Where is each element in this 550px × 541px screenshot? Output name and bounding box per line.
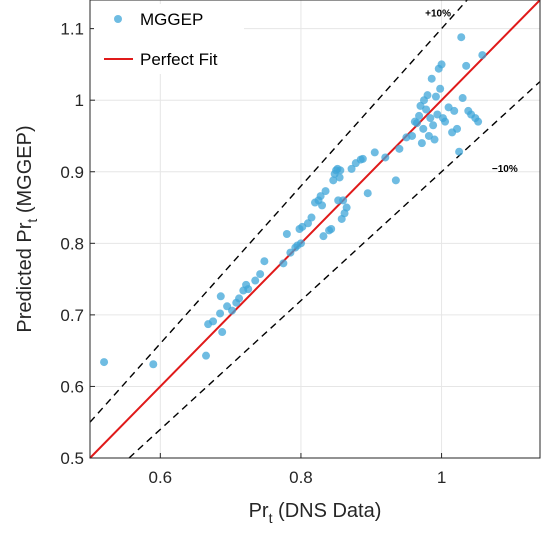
data-point (286, 248, 295, 257)
data-point (256, 270, 265, 279)
y-tick-label: 0.9 (60, 163, 84, 182)
x-tick-label: 0.6 (148, 468, 172, 487)
data-point (415, 111, 424, 120)
data-point (358, 154, 367, 163)
data-point (474, 117, 483, 126)
data-point (100, 358, 109, 367)
y-tick-label: 0.5 (60, 449, 84, 468)
data-point (339, 196, 348, 205)
y-axis-ticks: 0.5 0.6 0.7 0.8 0.9 1 1.1 (60, 20, 95, 468)
y-tick-label: 0.6 (60, 377, 84, 396)
y-axis-label: Predicted Prt (MGGEP) (14, 125, 40, 332)
data-point (370, 148, 379, 157)
data-point (431, 92, 440, 101)
data-point (296, 239, 305, 248)
tolerance-label: −10% (492, 164, 518, 175)
data-point (419, 124, 428, 133)
data-point (436, 84, 445, 93)
data-point (209, 317, 218, 326)
data-point (149, 360, 158, 369)
data-point (321, 187, 330, 196)
perfect-fit-line (89, 0, 541, 459)
data-point (216, 292, 225, 301)
data-points (100, 33, 487, 369)
data-point (347, 164, 356, 173)
y-tick-label: 1.1 (60, 20, 84, 39)
data-point (342, 203, 351, 212)
data-point (228, 306, 237, 315)
data-point (462, 61, 471, 70)
data-point (437, 60, 446, 69)
data-point (427, 74, 436, 83)
data-point (455, 147, 464, 156)
legend: MGGEP Perfect Fit (94, 4, 244, 74)
data-point (279, 259, 288, 268)
data-point (251, 276, 260, 285)
data-point (318, 201, 327, 210)
y-tick-label: 0.7 (60, 306, 84, 325)
data-point (319, 232, 328, 241)
data-point (441, 117, 450, 126)
data-point (457, 33, 466, 42)
data-point (336, 166, 345, 175)
reference-lines (89, 0, 541, 459)
data-point (426, 114, 435, 123)
data-point (303, 219, 312, 228)
x-axis-label: Prt (DNS Data) (249, 500, 382, 526)
data-point (381, 153, 390, 162)
data-point (202, 351, 211, 360)
data-point (363, 189, 372, 198)
data-point (316, 192, 325, 201)
data-point (244, 285, 253, 294)
data-point (329, 176, 338, 185)
x-tick-label: 0.8 (289, 468, 313, 487)
tolerance-line (89, 0, 468, 423)
plot-frame (89, 0, 541, 459)
data-point (412, 119, 421, 128)
data-point (307, 213, 316, 222)
data-point (260, 257, 269, 266)
data-point (478, 51, 487, 60)
legend-label-mggep: MGGEP (140, 10, 203, 29)
data-point (395, 144, 404, 153)
data-point (417, 139, 426, 148)
data-point (429, 121, 438, 130)
legend-label-perfect-fit: Perfect Fit (140, 50, 218, 69)
data-point (450, 106, 459, 115)
data-point (408, 131, 417, 140)
data-point (422, 105, 431, 114)
x-axis-ticks: 0.6 0.8 1 (148, 453, 446, 487)
tolerance-label: +10% (425, 8, 451, 19)
data-point (218, 328, 227, 337)
x-tick-label: 1 (437, 468, 446, 487)
data-point (216, 309, 225, 318)
data-point (423, 91, 432, 100)
data-point (327, 225, 336, 233)
data-point (453, 124, 462, 133)
data-point (458, 94, 467, 103)
data-point (335, 173, 344, 182)
y-tick-label: 0.8 (60, 234, 84, 253)
data-point (391, 176, 400, 185)
data-point (430, 135, 439, 144)
data-point (235, 294, 244, 303)
data-point (282, 230, 291, 239)
legend-marker-mggep (114, 15, 122, 23)
y-tick-label: 1 (75, 91, 84, 110)
tolerance-line (128, 81, 541, 459)
annotations: +10% −10% (425, 8, 518, 174)
